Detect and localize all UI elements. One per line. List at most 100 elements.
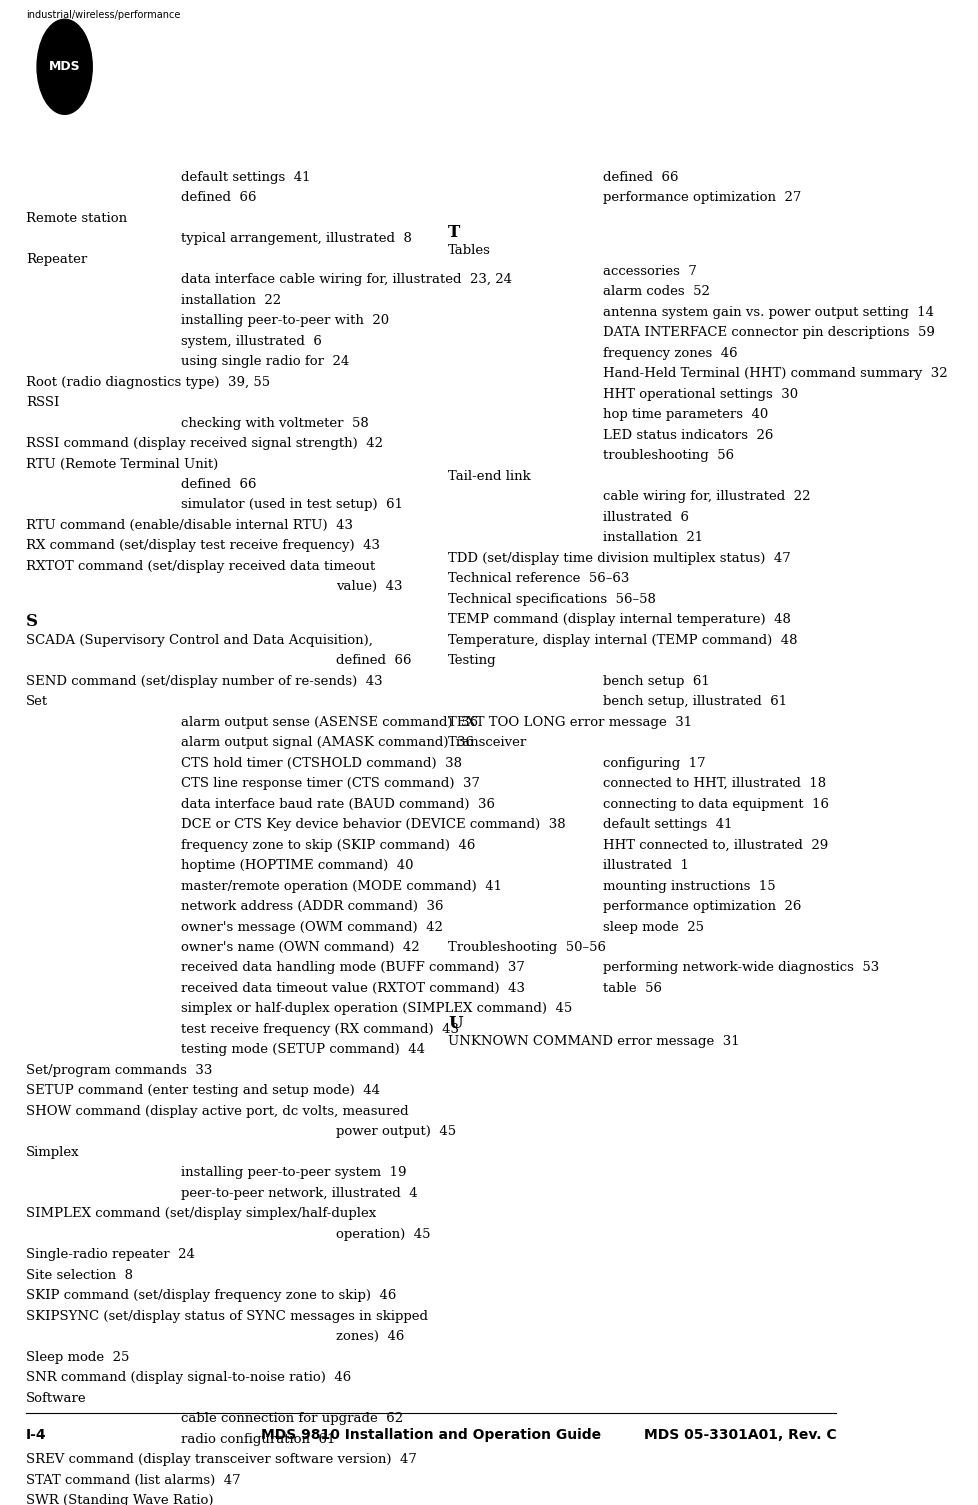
Text: SWR (Standing Wave Ratio): SWR (Standing Wave Ratio) [25,1494,213,1505]
Text: configuring  17: configuring 17 [602,757,705,769]
Text: UNKNOWN COMMAND error message  31: UNKNOWN COMMAND error message 31 [448,1035,739,1047]
Text: HHT connected to, illustrated  29: HHT connected to, illustrated 29 [602,838,827,852]
Text: SETUP command (enter testing and setup mode)  44: SETUP command (enter testing and setup m… [25,1085,379,1097]
Text: value)  43: value) 43 [335,581,402,593]
Text: installation  21: installation 21 [602,531,703,545]
Text: SCADA (Supervisory Control and Data Acquisition),: SCADA (Supervisory Control and Data Acqu… [25,634,373,647]
Text: defined  66: defined 66 [181,479,256,491]
Text: RSSI command (display received signal strength)  42: RSSI command (display received signal st… [25,436,382,450]
Text: checking with voltmeter  58: checking with voltmeter 58 [181,417,369,429]
Text: frequency zone to skip (SKIP command)  46: frequency zone to skip (SKIP command) 46 [181,838,475,852]
Text: zones)  46: zones) 46 [335,1330,404,1344]
Text: installing peer-to-peer system  19: installing peer-to-peer system 19 [181,1166,406,1180]
Text: Transceiver: Transceiver [448,736,527,749]
Text: Tail-end link: Tail-end link [448,470,530,483]
Text: performance optimization  27: performance optimization 27 [602,191,801,205]
Text: received data timeout value (RXTOT command)  43: received data timeout value (RXTOT comma… [181,981,524,995]
Text: Technical specifications  56–58: Technical specifications 56–58 [448,593,655,605]
Text: Set/program commands  33: Set/program commands 33 [25,1064,212,1078]
Text: connecting to data equipment  16: connecting to data equipment 16 [602,798,828,811]
Text: I-4: I-4 [25,1428,46,1442]
Text: RX command (set/display test receive frequency)  43: RX command (set/display test receive fre… [25,539,379,552]
Text: U: U [448,1014,463,1032]
Text: data interface cable wiring for, illustrated  23, 24: data interface cable wiring for, illustr… [181,272,511,286]
Text: bench setup, illustrated  61: bench setup, illustrated 61 [602,695,786,709]
Text: simplex or half-duplex operation (SIMPLEX command)  45: simplex or half-duplex operation (SIMPLE… [181,1002,572,1016]
Text: default settings  41: default settings 41 [602,819,733,831]
Text: TDD (set/display time division multiplex status)  47: TDD (set/display time division multiplex… [448,552,790,564]
Text: Root (radio diagnostics type)  39, 55: Root (radio diagnostics type) 39, 55 [25,376,270,388]
Text: frequency zones  46: frequency zones 46 [602,346,737,360]
Text: SEND command (set/display number of re-sends)  43: SEND command (set/display number of re-s… [25,674,382,688]
Text: owner's message (OWM command)  42: owner's message (OWM command) 42 [181,921,442,933]
Text: power output)  45: power output) 45 [335,1126,456,1138]
Text: Single-radio repeater  24: Single-radio repeater 24 [25,1248,195,1261]
Text: Technical reference  56–63: Technical reference 56–63 [448,572,629,585]
Text: illustrated  1: illustrated 1 [602,859,689,871]
Text: hoptime (HOPTIME command)  40: hoptime (HOPTIME command) 40 [181,859,413,871]
Text: DCE or CTS Key device behavior (DEVICE command)  38: DCE or CTS Key device behavior (DEVICE c… [181,819,565,831]
Text: cable connection for upgrade  62: cable connection for upgrade 62 [181,1412,403,1425]
Text: Software: Software [25,1392,86,1404]
Text: owner's name (OWN command)  42: owner's name (OWN command) 42 [181,941,420,954]
Text: RTU command (enable/disable internal RTU)  43: RTU command (enable/disable internal RTU… [25,519,352,531]
Text: using single radio for  24: using single radio for 24 [181,355,349,369]
Text: CTS line response timer (CTS command)  37: CTS line response timer (CTS command) 37 [181,777,479,790]
Text: Repeater: Repeater [25,253,87,266]
Text: Sleep mode  25: Sleep mode 25 [25,1350,129,1364]
Text: Hand-Held Terminal (HHT) command summary  32: Hand-Held Terminal (HHT) command summary… [602,367,947,381]
Text: typical arrangement, illustrated  8: typical arrangement, illustrated 8 [181,232,412,245]
Text: antenna system gain vs. power output setting  14: antenna system gain vs. power output set… [602,306,933,319]
Text: installing peer-to-peer with  20: installing peer-to-peer with 20 [181,315,388,327]
Text: defined  66: defined 66 [602,170,678,184]
Text: performance optimization  26: performance optimization 26 [602,900,801,914]
Text: Simplex: Simplex [25,1145,79,1159]
Text: RTU (Remote Terminal Unit): RTU (Remote Terminal Unit) [25,458,218,471]
Circle shape [37,20,92,114]
Text: industrial/wireless/performance: industrial/wireless/performance [25,11,180,21]
Text: sleep mode  25: sleep mode 25 [602,921,704,933]
Text: radio configuration  61: radio configuration 61 [181,1433,335,1446]
Text: Troubleshooting  50–56: Troubleshooting 50–56 [448,941,605,954]
Text: troubleshooting  56: troubleshooting 56 [602,450,734,462]
Text: cable wiring for, illustrated  22: cable wiring for, illustrated 22 [602,491,810,503]
Text: Testing: Testing [448,655,497,667]
Text: master/remote operation (MODE command)  41: master/remote operation (MODE command) 4… [181,879,502,892]
Text: illustrated  6: illustrated 6 [602,510,689,524]
Text: operation)  45: operation) 45 [335,1228,430,1240]
Text: Temperature, display internal (TEMP command)  48: Temperature, display internal (TEMP comm… [448,634,797,647]
Text: peer-to-peer network, illustrated  4: peer-to-peer network, illustrated 4 [181,1187,418,1199]
Text: RXTOT command (set/display received data timeout: RXTOT command (set/display received data… [25,560,375,573]
Text: MDS: MDS [49,60,80,74]
Text: hop time parameters  40: hop time parameters 40 [602,408,768,421]
Text: SKIPSYNC (set/display status of SYNC messages in skipped: SKIPSYNC (set/display status of SYNC mes… [25,1309,427,1323]
Text: Remote station: Remote station [25,212,127,224]
Text: DATA INTERFACE connector pin descriptions  59: DATA INTERFACE connector pin description… [602,327,934,340]
Text: alarm codes  52: alarm codes 52 [602,286,710,298]
Text: bench setup  61: bench setup 61 [602,674,709,688]
Text: TEXT TOO LONG error message  31: TEXT TOO LONG error message 31 [448,716,691,728]
Text: STAT command (list alarms)  47: STAT command (list alarms) 47 [25,1473,241,1487]
Text: performing network-wide diagnostics  53: performing network-wide diagnostics 53 [602,962,879,974]
Text: MDS 9810 Installation and Operation Guide: MDS 9810 Installation and Operation Guid… [261,1428,600,1442]
Text: accessories  7: accessories 7 [602,265,696,278]
Text: Tables: Tables [448,244,491,257]
Text: SREV command (display transceiver software version)  47: SREV command (display transceiver softwa… [25,1454,417,1466]
Text: LED status indicators  26: LED status indicators 26 [602,429,773,442]
Text: MDS 05-3301A01, Rev. C: MDS 05-3301A01, Rev. C [643,1428,835,1442]
Text: network address (ADDR command)  36: network address (ADDR command) 36 [181,900,443,914]
Text: RSSI: RSSI [25,396,60,409]
Text: simulator (used in test setup)  61: simulator (used in test setup) 61 [181,498,403,512]
Text: SKIP command (set/display frequency zone to skip)  46: SKIP command (set/display frequency zone… [25,1290,396,1302]
Text: Site selection  8: Site selection 8 [25,1269,133,1282]
Text: connected to HHT, illustrated  18: connected to HHT, illustrated 18 [602,777,825,790]
Text: CTS hold timer (CTSHOLD command)  38: CTS hold timer (CTSHOLD command) 38 [181,757,462,769]
Text: test receive frequency (RX command)  43: test receive frequency (RX command) 43 [181,1023,459,1035]
Text: defined  66: defined 66 [181,191,256,205]
Text: data interface baud rate (BAUD command)  36: data interface baud rate (BAUD command) … [181,798,495,811]
Text: S: S [25,613,38,631]
Text: table  56: table 56 [602,981,662,995]
Text: alarm output signal (AMASK command)  36: alarm output signal (AMASK command) 36 [181,736,473,749]
Text: system, illustrated  6: system, illustrated 6 [181,334,322,348]
Text: mounting instructions  15: mounting instructions 15 [602,879,776,892]
